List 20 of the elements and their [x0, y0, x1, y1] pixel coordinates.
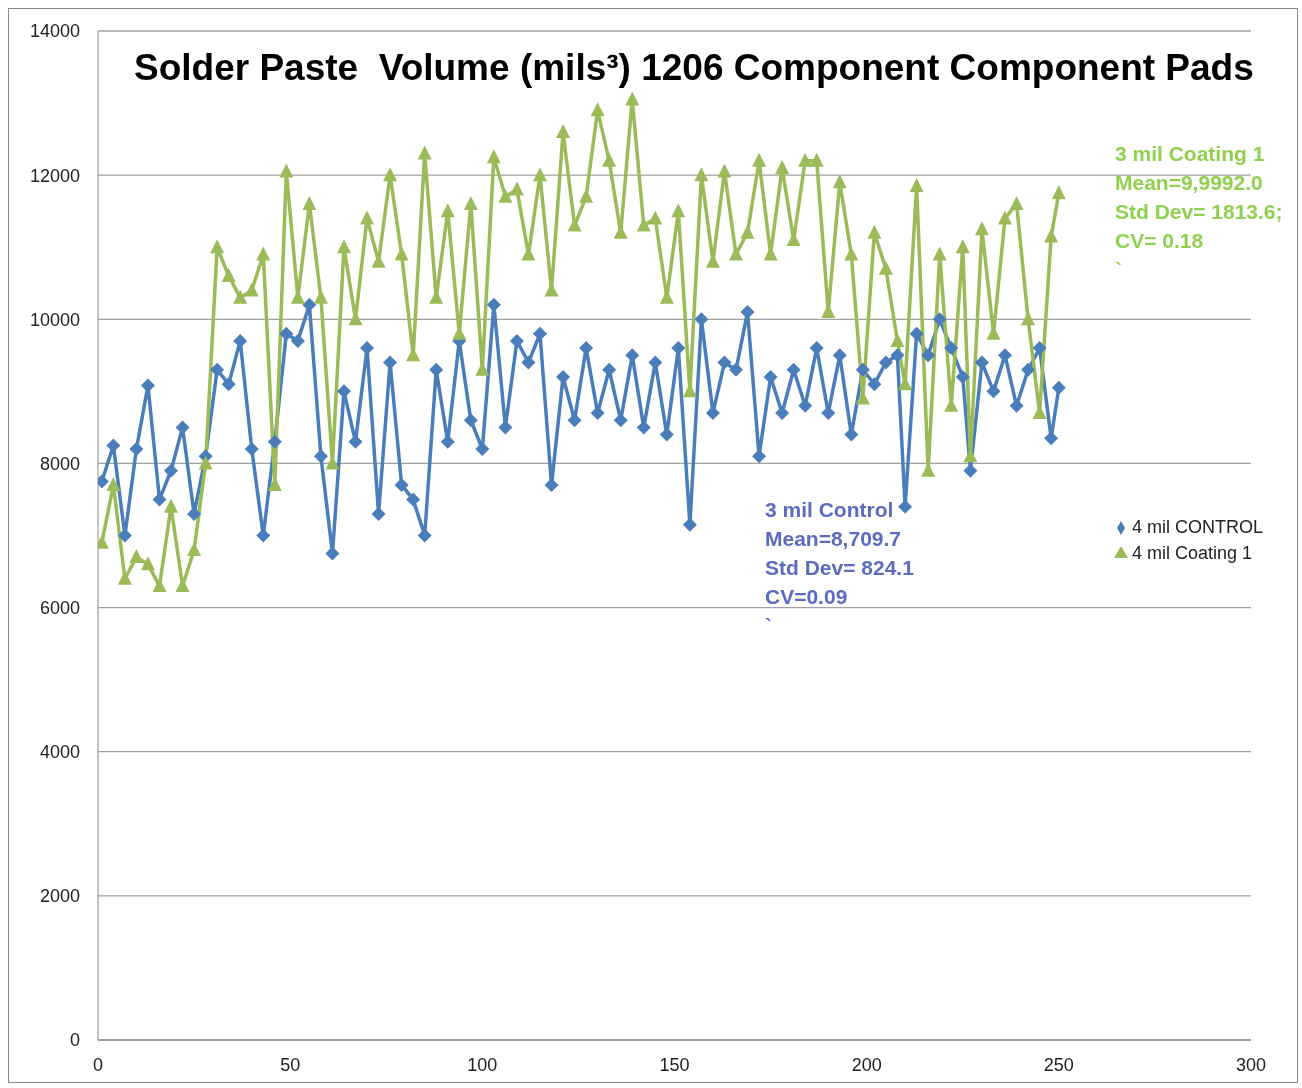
y-tick-label: 10000	[29, 309, 80, 330]
y-tick-label: 8000	[39, 453, 80, 474]
legend-label: 4 mil CONTROL	[1132, 517, 1264, 537]
x-tick-label: 200	[851, 1054, 882, 1075]
y-tick-label: 6000	[39, 597, 80, 618]
x-tick-label: 150	[659, 1054, 690, 1075]
y-tick-label: 4000	[39, 742, 80, 763]
y-tick-label: 12000	[29, 165, 80, 186]
y-tick-label: 14000	[29, 21, 80, 42]
chart-title: Solder Paste Volume (mils³) 1206 Component Component Pads	[134, 47, 1254, 89]
x-tick-label: 250	[1043, 1054, 1074, 1075]
x-tick-label: 300	[1235, 1054, 1267, 1075]
legend-label: 4 mil Coating 1	[1132, 543, 1253, 563]
x-tick-label: 50	[280, 1054, 301, 1075]
x-tick-label: 100	[467, 1054, 498, 1075]
y-tick-label: 0	[69, 1030, 80, 1051]
y-tick-label: 2000	[39, 886, 80, 907]
annotation: 3 mil Control Mean=8,709.7 Std Dev= 824.1 CV=0.09 `	[765, 497, 914, 639]
x-tick-label: 0	[92, 1054, 104, 1075]
annotation: 3 mil Coating 1 Mean=9,9992.0 Std Dev= 1813.6; CV= 0.18 `	[1115, 141, 1283, 283]
